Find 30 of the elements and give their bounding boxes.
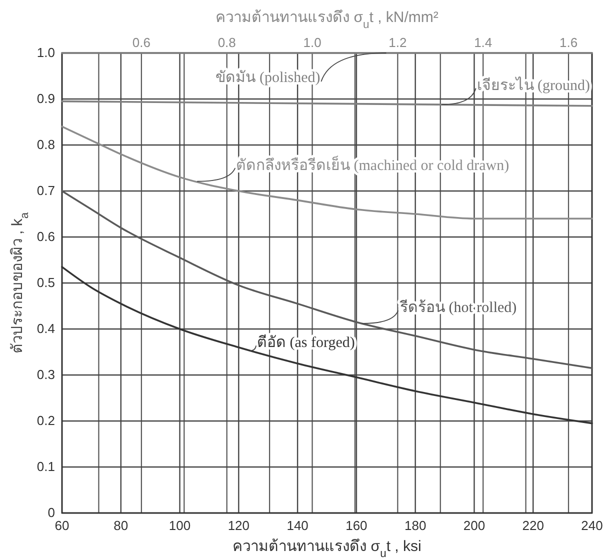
y-tick-label: 0.6 [36, 229, 55, 244]
y-tick-label: 0.2 [36, 413, 55, 428]
y-tick-label: 0.4 [36, 321, 55, 336]
line-series [61, 126, 593, 220]
x-tick-label: 120 [228, 518, 250, 534]
x-axis-title: ความต้านทานแรงดึง σ$_{u}$t , ksi [232, 538, 422, 560]
y-tick-label: 0.8 [36, 137, 55, 152]
x-tick-label: 220 [522, 518, 544, 534]
y-tick-label: 0.3 [36, 367, 55, 382]
x2-tick-label: 1.4 [474, 35, 492, 50]
y-tick-label: 1.0 [36, 45, 55, 60]
x-tick-label: 180 [404, 518, 426, 534]
x2-tick-label: 1.0 [303, 35, 322, 50]
x-tick-label: 200 [463, 518, 486, 534]
y-tick-label: 0.5 [36, 275, 55, 290]
x2-tick-label: 0.6 [132, 35, 150, 50]
x-tick-label: 60 [54, 518, 70, 534]
y-tick-label: 0.7 [36, 183, 55, 198]
y-tick-label: 0 [48, 505, 55, 520]
x-tick-label: 80 [114, 518, 128, 534]
x2-tick-label: 1.2 [388, 35, 407, 50]
x-tick-label: 240 [581, 518, 603, 534]
x-tick-label: 100 [168, 518, 191, 534]
x2-axis-title: ความต้านทานแรงดึง σ$_{u}$t , kN/mm² [216, 9, 438, 31]
x-tick-label: 160 [346, 518, 368, 534]
x-tick-label: 140 [286, 518, 308, 534]
y-tick-label: 0.1 [36, 459, 55, 474]
y-tick-label: 0.9 [36, 91, 55, 106]
x2-tick-label: 0.8 [218, 35, 236, 50]
x2-tick-label: 1.6 [559, 35, 578, 50]
